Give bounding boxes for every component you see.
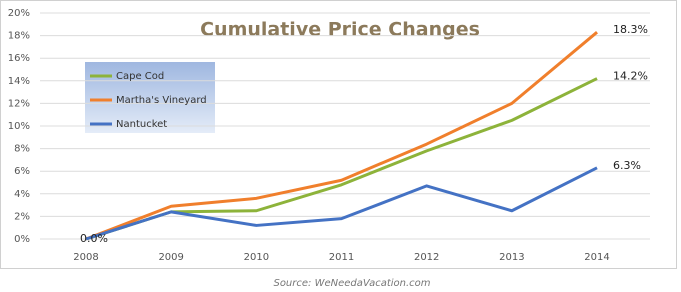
source: Source: WeNeedaVacation.com [273,278,430,289]
y-tick-label: 2% [14,211,30,222]
y-tick-label: 10% [8,121,30,132]
series-line [85,31,598,241]
x-tick-label: 2013 [499,252,524,263]
y-tick-label: 0% [14,234,30,245]
data-label: 14.2% [613,70,648,83]
y-tick-label: 20% [8,8,30,19]
x-tick-label: 2008 [73,252,98,263]
legend-label: Martha's Vineyard [116,95,207,106]
x-tick-label: 2014 [584,252,609,263]
legend-label: Nantucket [116,119,167,130]
x-tick-label: 2012 [414,252,439,263]
data-label: 6.3% [613,159,641,172]
data-label: 18.3% [613,23,648,36]
chart-frame [0,0,677,269]
chart-title: Cumulative Price Changes [200,19,480,41]
legend-label: Cape Cod [116,71,164,82]
data-label: 0.0% [80,232,108,245]
y-tick-label: 8% [14,144,30,155]
x-tick-label: 2009 [158,252,183,263]
y-tick-label: 6% [14,166,30,177]
x-tick-label: 2011 [329,252,354,263]
y-tick-label: 4% [14,189,30,200]
y-tick-label: 12% [8,98,30,109]
x-tick-label: 2010 [244,252,269,263]
legend-box [85,62,215,133]
y-tick-label: 18% [8,31,30,42]
y-tick-label: 14% [8,76,30,87]
series-line [85,166,598,241]
y-tick-label: 16% [8,53,30,64]
